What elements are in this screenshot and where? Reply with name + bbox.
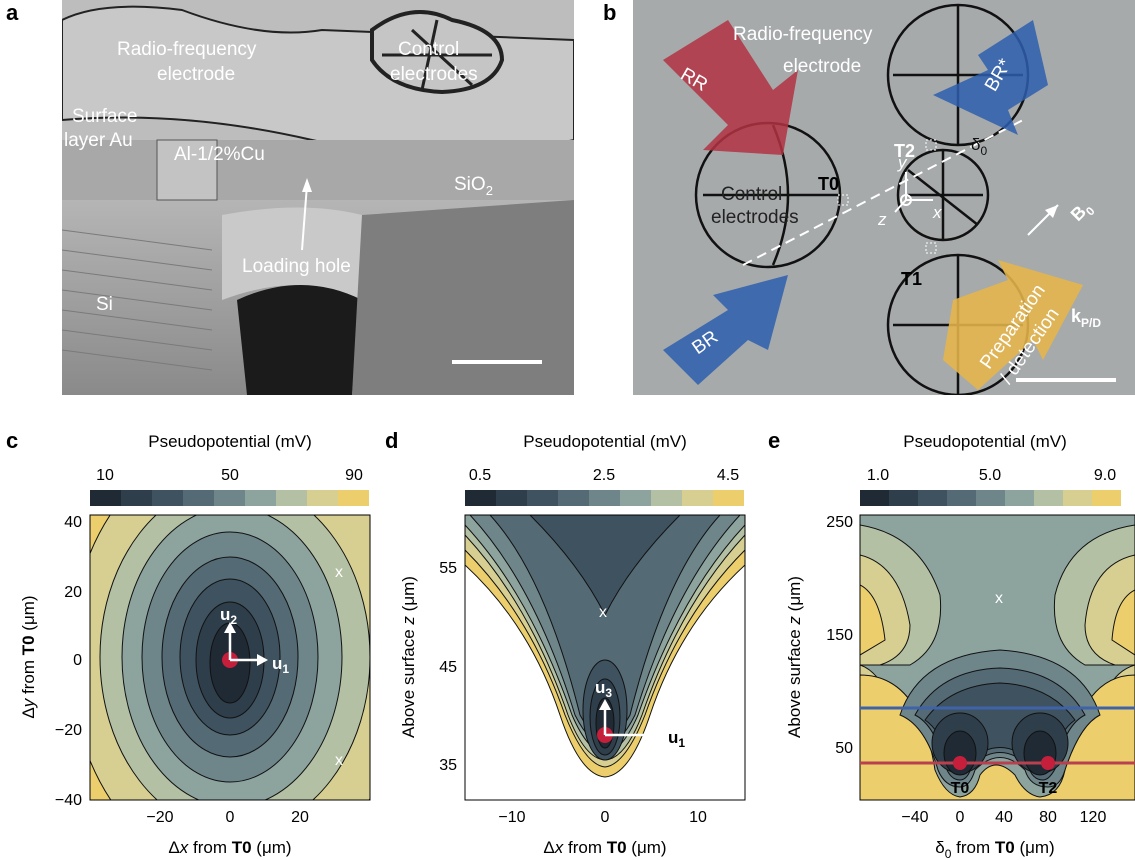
- xtick-d-2: 10: [689, 809, 707, 826]
- label-si: Si: [96, 294, 113, 315]
- cbar-tick-d-1: 2.5: [593, 467, 615, 484]
- label-rf2: electrode: [157, 64, 235, 85]
- ytick-d-1: 45: [439, 659, 457, 676]
- ytick-e-1: 150: [826, 627, 853, 644]
- label-surface: Surface: [72, 106, 137, 127]
- saddle-marker-c-1: x: [335, 564, 343, 581]
- ytick-d-2: 35: [439, 757, 457, 774]
- arrow-br-star: [933, 20, 1048, 135]
- colorbar-d: [465, 490, 744, 506]
- vector-u1-d: u1: [668, 728, 685, 750]
- vector-u1-c: u1: [272, 654, 289, 676]
- label-rf: Radio-frequency: [733, 24, 873, 45]
- arrow-preparation: [943, 260, 1083, 390]
- ytick-e-2: 50: [835, 740, 853, 757]
- panel-letter-d: d: [385, 428, 399, 453]
- trap-point-e-t2: [1041, 756, 1055, 770]
- xtick-c-1: 0: [226, 809, 235, 826]
- saddle-marker-c-2: x: [335, 752, 343, 769]
- vector-u3-d: u3: [595, 678, 612, 700]
- ylabel-d: Above surface z (μm): [399, 576, 418, 738]
- xtick-c-2: 20: [291, 809, 309, 826]
- panel-e-plot: Pseudopotential (mV) 1.0 5.0 9.0: [785, 432, 1135, 860]
- label-loading-hole: Loading hole: [242, 256, 351, 277]
- cbar-tick-c-1: 50: [221, 467, 239, 484]
- arrow-br: [663, 275, 788, 385]
- xlabel-e: δ0 from T0 (μm): [935, 838, 1054, 860]
- xtick-e-4: 120: [1080, 809, 1107, 826]
- label-kpd: kP/D: [1071, 306, 1101, 330]
- xtick-e-2: 40: [995, 809, 1013, 826]
- label-ctrl2: electrodes: [711, 207, 799, 228]
- label-rf2: electrode: [783, 56, 861, 77]
- xlabel-c: Δx from T0 (μm): [168, 838, 291, 857]
- trap-point-e-t0: [953, 756, 967, 770]
- cbar-tick-c-0: 10: [96, 467, 114, 484]
- axis-x-label: x: [932, 203, 942, 222]
- xtick-e-0: −40: [901, 809, 928, 826]
- ytick-c-2: 0: [73, 652, 82, 669]
- ylabel-e: Above surface z (μm): [785, 576, 804, 738]
- site-label-t2: T2: [1039, 780, 1058, 797]
- cbar-tick-e-2: 9.0: [1094, 467, 1116, 484]
- colorbar-title-c: Pseudopotential (mV): [148, 432, 311, 451]
- label-rf: Radio-frequency: [117, 39, 257, 60]
- colorbar-title-e: Pseudopotential (mV): [903, 432, 1066, 451]
- scale-bar: [452, 360, 542, 364]
- ytick-c-0: 40: [64, 514, 82, 531]
- ytick-c-1: 20: [64, 584, 82, 601]
- trap-image: Radio-frequency electrode Control electr…: [633, 0, 1135, 395]
- xtick-d-0: −10: [498, 809, 525, 826]
- label-alcu: Al-1/2%Cu: [174, 144, 265, 165]
- panel-c-plot: Pseudopotential (mV) 10 50 90 x x: [19, 432, 371, 857]
- si-cavity-wall: [222, 207, 362, 300]
- site-label-t0: T0: [951, 780, 970, 797]
- sem-image: Radio-frequency electrode Control electr…: [62, 0, 574, 395]
- axis-y-label: y: [897, 153, 908, 172]
- ytick-c-3: −20: [55, 722, 82, 739]
- label-ctrl2: electrodes: [390, 64, 478, 85]
- panel-letter-c: c: [6, 428, 19, 453]
- panel-letter-b: b: [603, 0, 617, 25]
- ytick-d-0: 55: [439, 560, 457, 577]
- arrow-rr: [663, 20, 798, 155]
- vector-u2-c: u2: [220, 605, 237, 627]
- saddle-marker-d: x: [599, 604, 607, 621]
- cbar-tick-e-1: 5.0: [979, 467, 1001, 484]
- xtick-e-1: 0: [956, 809, 965, 826]
- contour-map-d: [464, 514, 746, 801]
- saddle-marker-e: x: [995, 590, 1003, 607]
- panel-d-plot: Pseudopotential (mV) 0.5 2.5 4.5 x: [399, 432, 746, 857]
- colorbar-c: [90, 490, 369, 506]
- ytick-c-4: −40: [55, 792, 82, 809]
- cbar-tick-e-0: 1.0: [867, 467, 889, 484]
- label-sio2: SiO2: [454, 174, 493, 198]
- contour-map-e: [859, 514, 1135, 801]
- label-surface2: layer Au: [64, 130, 133, 151]
- label-ctrl: Control: [398, 39, 459, 60]
- colorbar-title-d: Pseudopotential (mV): [523, 432, 686, 451]
- label-ctrl: Control: [721, 184, 782, 205]
- ylabel-c: Δy from T0 (μm): [19, 595, 38, 718]
- loading-hole-pointer: [301, 184, 308, 251]
- ytick-e-0: 250: [826, 514, 853, 531]
- label-t0: T0: [818, 174, 839, 194]
- colorbar-e: [860, 490, 1121, 506]
- axis-z-label: z: [877, 210, 887, 229]
- label-t2: T2: [894, 141, 915, 161]
- cbar-tick-c-2: 90: [345, 467, 363, 484]
- panel-letter-a: a: [6, 0, 19, 25]
- xlabel-d: Δx from T0 (μm): [543, 838, 666, 857]
- scale-bar-b: [1016, 378, 1116, 382]
- xtick-c-0: −20: [146, 809, 173, 826]
- label-t1: T1: [901, 269, 922, 289]
- xtick-e-3: 80: [1039, 809, 1057, 826]
- loading-hole-opening: [237, 285, 362, 395]
- panel-letter-e: e: [768, 428, 781, 453]
- cbar-tick-d-2: 4.5: [717, 467, 739, 484]
- cbar-tick-d-0: 0.5: [469, 467, 491, 484]
- trap-axis-dashed: [742, 119, 1024, 266]
- label-delta0: δ0: [971, 135, 987, 158]
- xtick-d-1: 0: [601, 809, 610, 826]
